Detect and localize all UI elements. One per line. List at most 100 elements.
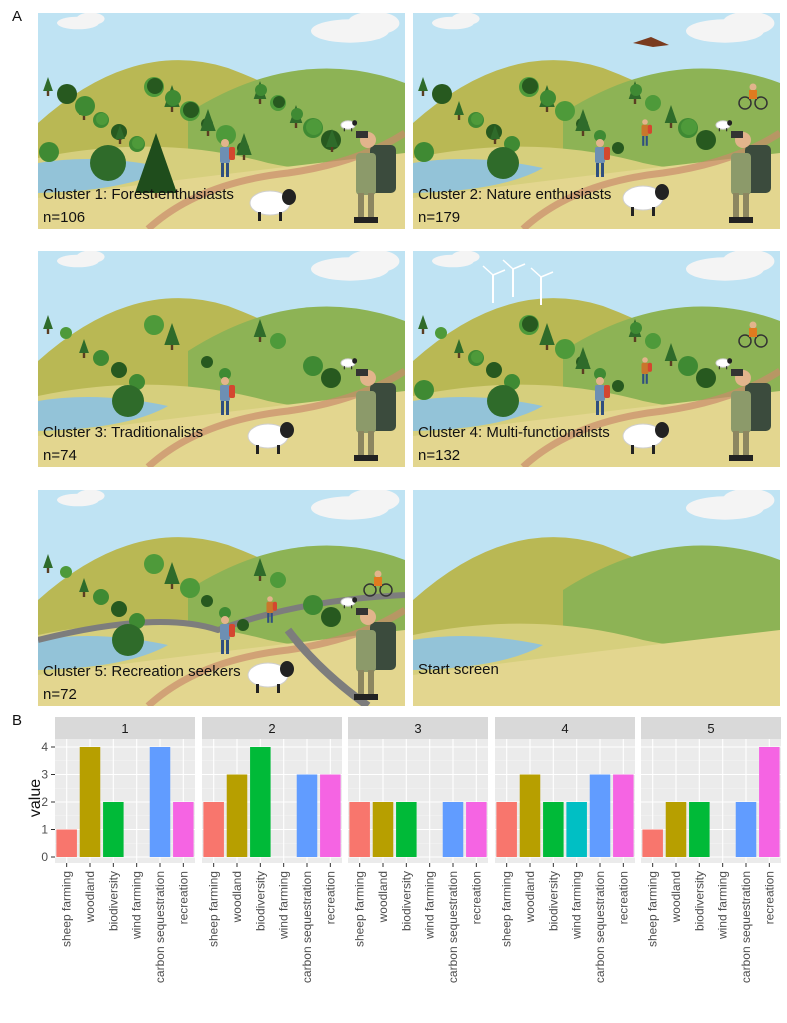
x-tick-label: sheep farming xyxy=(60,871,74,947)
scene-cluster-2: Cluster 2: Nature enthusiasts n=179 xyxy=(413,13,780,229)
facet-3: 3 sheep farming woodland biodiversity wind f… xyxy=(348,717,488,983)
x-tick-label: recreation xyxy=(469,871,483,924)
scene-cluster-5: Cluster 5: Recreation seekers n=72 xyxy=(38,490,405,706)
bar-5-2 xyxy=(689,802,710,857)
y-tick-label: 3 xyxy=(41,768,48,782)
bar-3-5 xyxy=(466,802,487,857)
panel-background xyxy=(495,739,635,863)
panel-label-b: B xyxy=(12,712,23,729)
bar-4-0 xyxy=(496,802,517,857)
y-tick-label: 2 xyxy=(41,795,48,809)
bar-3-0 xyxy=(349,802,370,857)
bar-4-3 xyxy=(566,802,587,857)
x-tick-label: recreation xyxy=(616,871,630,924)
bar-5-4 xyxy=(735,802,757,857)
facet-1: 1 sheep farming woodland biodiversity wind f… xyxy=(55,717,195,983)
panel-background xyxy=(202,739,342,863)
x-tick-label: wind farming xyxy=(130,871,144,940)
x-tick-label: sheep farming xyxy=(207,871,221,947)
bar-2-0 xyxy=(203,802,224,857)
x-tick-label: wind farming xyxy=(716,871,730,940)
bar-4-5 xyxy=(613,774,634,857)
bar-1-1 xyxy=(79,747,101,857)
x-tick-label: woodland xyxy=(376,871,390,923)
facet-strip-label: 3 xyxy=(414,721,421,736)
bar-3-1 xyxy=(372,802,394,857)
bar-4-4 xyxy=(589,774,611,857)
facet-bar-chart: value 0 1 2 3 4 1 sheep farming woodland biodiver… xyxy=(27,717,781,983)
facet-strip xyxy=(55,717,195,739)
bar-2-4 xyxy=(296,774,318,857)
scene-count: n=179 xyxy=(418,209,461,226)
x-tick-label: wind farming xyxy=(277,871,291,940)
x-tick-label: woodland xyxy=(83,871,97,923)
scene-illustration xyxy=(413,13,780,229)
scene-cluster-4: Cluster 4: Multi-functionalists n=132 xyxy=(413,251,780,467)
scene-title: Cluster 2: Nature enthusiasts xyxy=(418,186,612,203)
facet-strip xyxy=(495,717,635,739)
panel-label-a: A xyxy=(12,8,23,25)
scene-count: n=72 xyxy=(43,686,77,703)
y-tick-label: 1 xyxy=(41,823,48,837)
facet-strip-label: 1 xyxy=(121,721,128,736)
scene-title: Cluster 1: Forest enthusiasts xyxy=(43,186,234,203)
bar-1-5 xyxy=(173,802,194,857)
x-tick-label: biodiversity xyxy=(546,871,560,931)
scene-count: n=106 xyxy=(43,209,86,226)
facet-strip-label: 4 xyxy=(561,721,568,736)
scene-title: Cluster 5: Recreation seekers xyxy=(43,663,241,680)
facet-strip xyxy=(348,717,488,739)
x-tick-label: recreation xyxy=(762,871,776,924)
bar-4-2 xyxy=(543,802,564,857)
x-tick-label: biodiversity xyxy=(399,871,413,931)
x-tick-label: recreation xyxy=(176,871,190,924)
x-tick-label: carbon sequestration xyxy=(153,871,167,983)
scene-title: Cluster 4: Multi-functionalists xyxy=(418,424,610,441)
x-tick-label: carbon sequestration xyxy=(593,871,607,983)
x-tick-label: biodiversity xyxy=(253,871,267,931)
scene-illustration xyxy=(38,490,405,706)
panel-background xyxy=(55,739,195,863)
x-tick-label: biodiversity xyxy=(106,871,120,931)
y-axis-label: value xyxy=(27,779,44,817)
bar-2-1 xyxy=(226,774,248,857)
scene-count: n=74 xyxy=(43,447,77,464)
bar-4-1 xyxy=(519,774,541,857)
x-tick-label: carbon sequestration xyxy=(446,871,460,983)
scene-illustration xyxy=(413,251,780,467)
bar-3-4 xyxy=(442,802,464,857)
bar-1-2 xyxy=(103,802,124,857)
scene-count: n=132 xyxy=(418,447,461,464)
bar-2-2 xyxy=(250,747,271,857)
panel-background xyxy=(641,739,781,863)
x-tick-label: sheep farming xyxy=(646,871,660,947)
facet-strip-label: 5 xyxy=(707,721,714,736)
scene-title: Start screen xyxy=(418,661,499,678)
bar-5-0 xyxy=(642,829,663,857)
bar-1-4 xyxy=(149,747,171,857)
x-tick-label: woodland xyxy=(230,871,244,923)
x-tick-label: woodland xyxy=(669,871,683,923)
facet-5: 5 sheep farming woodland biodiversity wind f… xyxy=(641,717,781,983)
facet-2: 2 sheep farming woodland biodiversity wind f… xyxy=(202,717,342,983)
bar-1-0 xyxy=(56,829,77,857)
x-tick-label: sheep farming xyxy=(500,871,514,947)
x-tick-label: recreation xyxy=(323,871,337,924)
scene-illustration xyxy=(413,490,780,706)
x-tick-label: wind farming xyxy=(423,871,437,940)
bar-2-5 xyxy=(320,774,341,857)
x-tick-label: carbon sequestration xyxy=(739,871,753,983)
x-tick-label: woodland xyxy=(523,871,537,923)
scene-cluster-1: Cluster 1: Forest enthusiasts n=106 xyxy=(38,13,405,229)
scene-illustration xyxy=(38,13,405,229)
x-tick-label: wind farming xyxy=(570,871,584,940)
x-tick-label: biodiversity xyxy=(692,871,706,931)
scene-title: Cluster 3: Traditionalists xyxy=(43,424,204,441)
panel-background xyxy=(348,739,488,863)
bar-5-5 xyxy=(759,747,780,857)
y-tick-label: 4 xyxy=(41,740,48,754)
facet-strip xyxy=(202,717,342,739)
scene-cluster-3: Cluster 3: Traditionalists n=74 xyxy=(38,251,405,467)
x-tick-label: carbon sequestration xyxy=(300,871,314,983)
scene-illustration xyxy=(38,251,405,467)
